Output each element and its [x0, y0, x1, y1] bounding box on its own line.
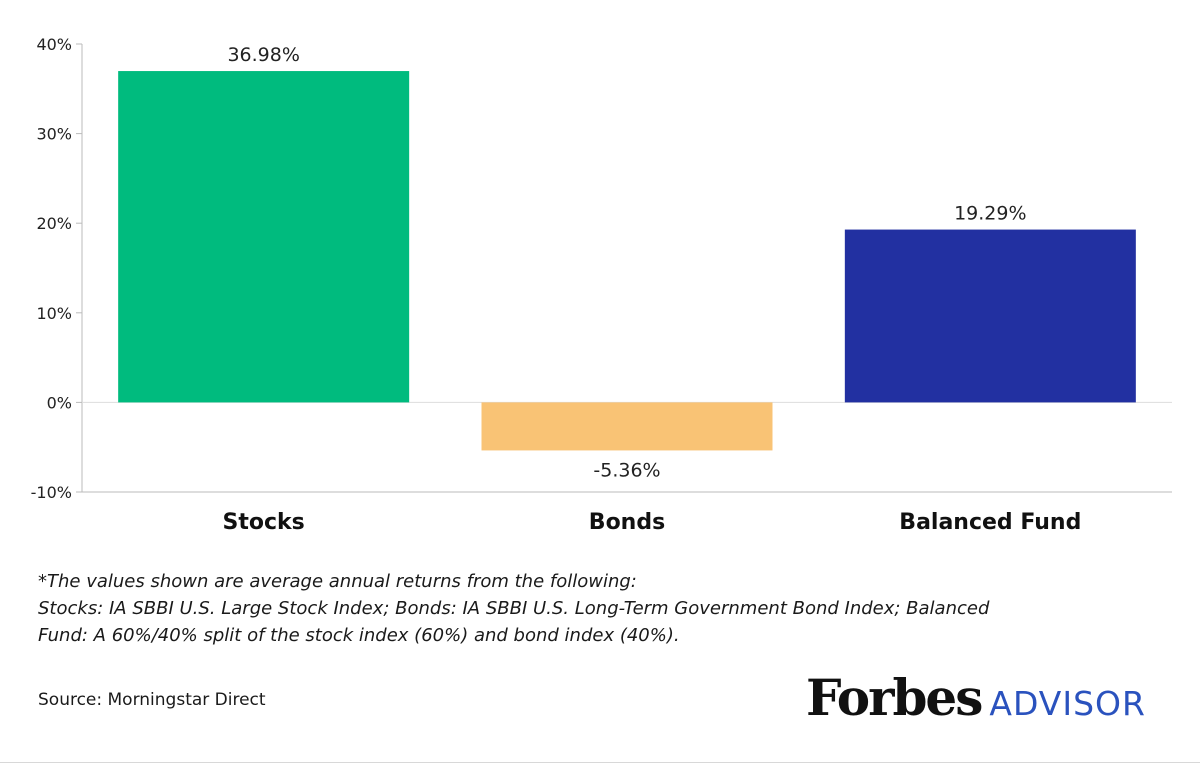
y-tick-label: 10%	[36, 304, 72, 323]
data-label: -5.36%	[593, 459, 660, 481]
y-tick-label: 0%	[47, 393, 72, 412]
bar-stocks	[118, 71, 410, 403]
bar-balanced-fund	[844, 229, 1136, 403]
data-label: 19.29%	[954, 203, 1026, 225]
footnote: *The values shown are average annual ret…	[38, 568, 1158, 649]
forbes-advisor-logo: Forbes ADVISOR	[806, 668, 1146, 727]
bottom-divider	[0, 762, 1200, 763]
y-tick-label: 30%	[36, 125, 72, 144]
y-tick-label: 40%	[36, 35, 72, 54]
logo-main-text: Forbes	[806, 668, 983, 727]
x-tick-label: Bonds	[589, 510, 665, 535]
y-tick-label: -10%	[31, 483, 72, 502]
footnote-line-3: Fund: A 60%/40% split of the stock index…	[38, 625, 680, 646]
data-label: 36.98%	[227, 44, 299, 66]
bar-chart: 40% 30% 20% 10% 0% -10% 36.98% Stocks -5.36% Bond…	[31, 35, 1172, 535]
x-tick-label: Balanced Fund	[899, 510, 1081, 535]
source-text: Source: Morningstar Direct	[38, 690, 266, 710]
footnote-line-2: Stocks: IA SBBI U.S. Large Stock Index; …	[38, 598, 990, 619]
footnote-line-1: *The values shown are average annual ret…	[38, 571, 637, 592]
logo-sub-text: ADVISOR	[989, 684, 1146, 723]
y-tick-label: 20%	[36, 214, 72, 233]
x-tick-label: Stocks	[223, 510, 305, 535]
bar-bonds	[481, 402, 773, 451]
